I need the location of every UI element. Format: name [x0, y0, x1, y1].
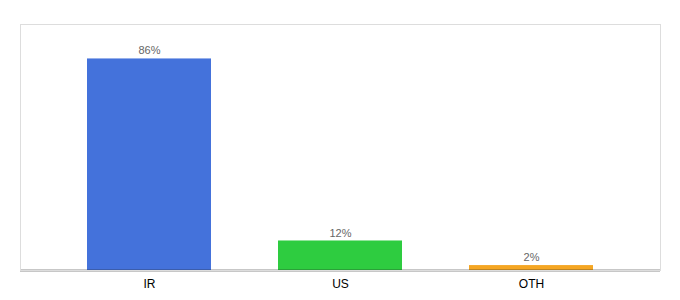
- svg-text:12%: 12%: [329, 227, 351, 239]
- svg-text:86%: 86%: [138, 44, 160, 56]
- svg-text:IR: IR: [144, 277, 156, 291]
- svg-text:OTH: OTH: [519, 277, 544, 291]
- svg-text:US: US: [332, 277, 349, 291]
- svg-text:2%: 2%: [524, 251, 540, 263]
